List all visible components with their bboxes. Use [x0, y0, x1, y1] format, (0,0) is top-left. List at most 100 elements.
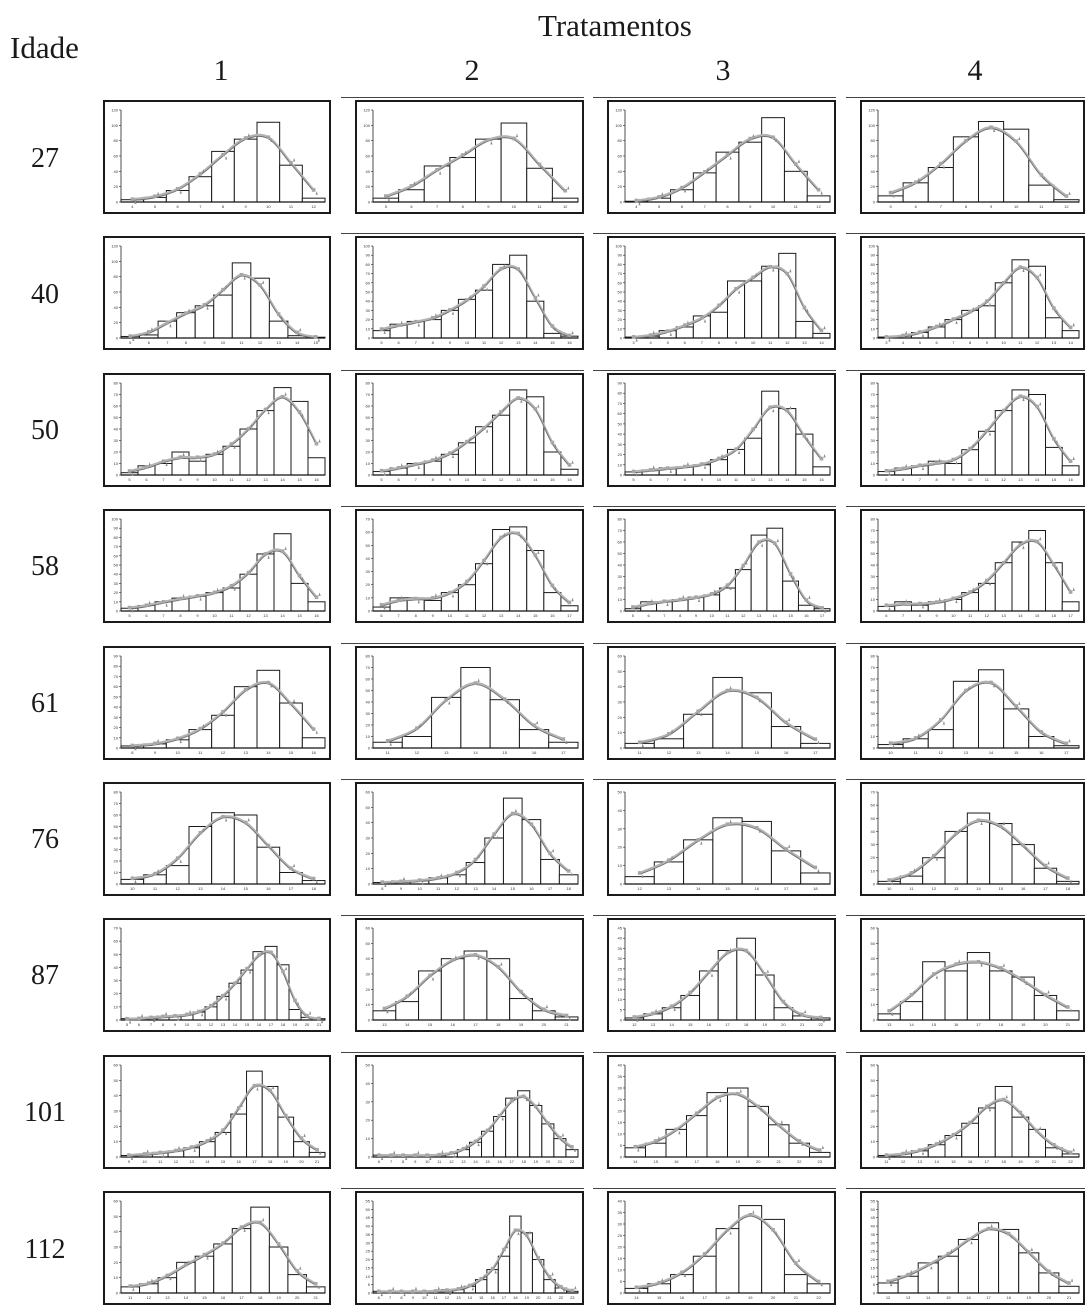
x-tick-label: 16	[804, 613, 809, 618]
x-tick-label: 18	[496, 1022, 501, 1027]
marker-triangle	[720, 453, 724, 458]
x-tick-label: 7	[704, 204, 707, 209]
y-tick-label: 80	[618, 262, 623, 267]
histogram-bar	[978, 1107, 996, 1158]
x-tick-label: 7	[415, 340, 418, 345]
x-tick-label: 10	[417, 886, 422, 891]
panel-top-rule	[846, 779, 1085, 780]
y-tick-label: 20	[871, 184, 876, 189]
histogram-panel: 0 5 10 15 20 25 30 35 40 14 15 16 17 18 19 20 21 22 23	[607, 1055, 836, 1169]
x-tick-label: 15	[503, 750, 508, 755]
marker-square	[465, 439, 469, 444]
histogram-bar	[1061, 330, 1080, 339]
x-tick-label: 6	[681, 204, 684, 209]
y-tick-label: 20	[618, 845, 623, 850]
fitted-curve-dark	[887, 1229, 1070, 1285]
x-tick-label: 15	[297, 477, 302, 482]
x-tick-label: 21	[1066, 1022, 1071, 1027]
x-tick-label: 15	[221, 1159, 226, 1164]
marker-triangle	[451, 311, 455, 315]
x-tick-label: 20	[756, 1159, 761, 1164]
histogram-bar	[761, 117, 785, 203]
y-tick-label: 20	[114, 859, 119, 864]
histogram-bar	[240, 969, 254, 1021]
x-tick-label: 16	[529, 886, 534, 891]
marker-triangle	[193, 1148, 196, 1152]
marker-square	[236, 1106, 241, 1110]
marker-triangle	[729, 947, 732, 952]
histogram-bar	[401, 736, 433, 749]
marker-triangle	[801, 1142, 804, 1146]
histogram-bar	[222, 587, 241, 612]
marker-square	[396, 598, 401, 602]
y-tick-label: 0	[116, 473, 119, 478]
marker-triangle	[892, 744, 895, 748]
x-tick-label: 6	[148, 340, 151, 345]
x-tick-label: 12	[415, 750, 420, 755]
marker-square	[221, 993, 225, 998]
y-tick-label: 50	[114, 563, 119, 568]
histogram-bar	[709, 311, 728, 339]
histogram-bar	[978, 305, 996, 339]
treatment-label-3: 3	[715, 54, 731, 87]
marker-triangle	[441, 1149, 444, 1154]
marker-square	[417, 878, 422, 882]
x-tick-label: 20	[536, 1295, 541, 1300]
x-tick-label: 9	[986, 340, 989, 345]
marker-square	[448, 308, 452, 312]
marker-square	[221, 1128, 225, 1132]
x-tick-label: 12	[667, 750, 672, 755]
marker-square	[694, 1111, 699, 1116]
histogram-bar	[565, 1149, 579, 1158]
histogram-bar	[475, 138, 502, 203]
y-tick-label: 20	[114, 320, 119, 325]
x-tick-label: 20	[1035, 1159, 1040, 1164]
x-tick-label: 7	[701, 340, 704, 345]
x-tick-label: 17	[239, 1295, 244, 1300]
marker-square	[430, 315, 435, 320]
marker-square	[651, 1011, 655, 1016]
marker-square	[147, 330, 151, 334]
marker-square	[631, 469, 636, 474]
marker-square	[389, 1153, 393, 1157]
x-tick-label: 5	[667, 340, 670, 345]
y-tick-label: 50	[366, 805, 371, 810]
marker-triangle	[405, 1156, 408, 1160]
y-tick-label: 70	[366, 392, 371, 397]
x-tick-label: 11	[465, 613, 470, 618]
y-tick-label: 120	[111, 244, 118, 249]
marker-triangle	[637, 1147, 640, 1152]
histogram-bar	[911, 604, 929, 612]
marker-square	[174, 1148, 178, 1153]
y-tick-label: 60	[871, 404, 876, 409]
marker-triangle	[1043, 175, 1046, 180]
marker-square	[221, 287, 225, 292]
marker-square	[934, 461, 939, 465]
histogram-bar	[372, 1010, 397, 1021]
marker-square	[516, 531, 521, 536]
marker-square	[771, 1227, 775, 1232]
marker-square	[130, 743, 135, 748]
x-tick-label: 18	[566, 886, 571, 891]
marker-square	[901, 1151, 905, 1156]
marker-square	[954, 962, 958, 966]
marker-triangle	[638, 1288, 641, 1293]
marker-triangle	[661, 1277, 664, 1282]
y-tick-label: 70	[114, 674, 119, 679]
marker-triangle	[225, 817, 228, 822]
marker-square	[1001, 281, 1006, 285]
marker-square	[233, 981, 237, 985]
histogram-bar	[624, 1287, 649, 1294]
x-tick-label: 9	[449, 340, 452, 345]
marker-square	[884, 603, 889, 608]
marker-triangle	[752, 1210, 755, 1214]
marker-triangle	[284, 392, 287, 396]
y-tick-label: 50	[618, 790, 623, 795]
marker-triangle	[486, 287, 489, 291]
marker-triangle	[429, 1156, 432, 1160]
marker-triangle	[938, 597, 941, 601]
marker-square	[175, 856, 180, 860]
marker-triangle	[758, 698, 761, 703]
